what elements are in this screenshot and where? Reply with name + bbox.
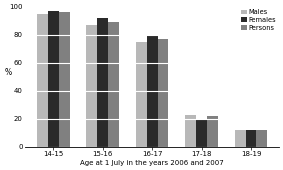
Bar (185, 115, 196, 147)
Bar (158, 39, 168, 147)
X-axis label: Age at 1 July in the years 2006 and 2007: Age at 1 July in the years 2006 and 2007 (80, 160, 224, 166)
Bar (147, 36, 158, 147)
Legend: Males, Females, Persons: Males, Females, Persons (240, 8, 278, 32)
Bar (136, 42, 147, 147)
Y-axis label: %: % (4, 68, 11, 77)
Bar (108, 22, 119, 147)
Bar (97, 18, 108, 147)
Bar (86, 25, 97, 147)
Bar (196, 120, 207, 147)
Bar (235, 130, 246, 147)
Bar (37, 14, 48, 147)
Bar (59, 12, 70, 147)
Bar (207, 116, 218, 147)
Bar (246, 130, 256, 147)
Bar (256, 130, 267, 147)
Bar (48, 11, 59, 147)
